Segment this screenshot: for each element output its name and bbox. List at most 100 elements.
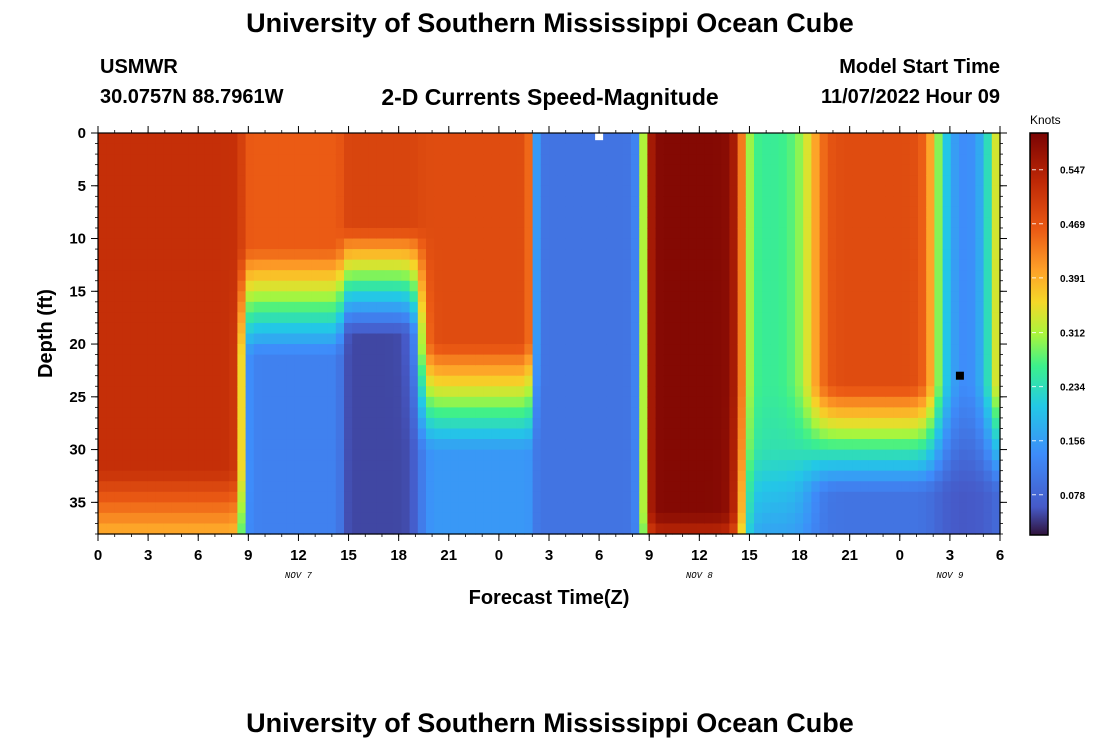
heatmap-cell [532,428,542,440]
heatmap-cell [180,470,189,482]
heatmap-cell [729,270,739,282]
heatmap-cell [352,439,361,451]
heatmap-cell [352,312,361,324]
heatmap-cell [860,312,870,324]
heatmap-cell [188,417,197,430]
heatmap-cell [475,154,484,166]
heatmap-cell [294,502,304,514]
heatmap-cell [196,133,206,145]
heatmap-cell [319,375,329,387]
heatmap-cell [942,491,952,503]
heatmap-cell [942,259,952,271]
heatmap-cell [696,333,706,345]
heatmap-cell [368,206,378,219]
heatmap-cell [926,428,935,440]
heatmap-cell [335,344,345,356]
heatmap-cell [803,491,812,503]
heatmap-cell [614,249,624,261]
heatmap-cell [426,206,435,219]
colorbar-tick-label: 0.156 [1060,437,1085,448]
heatmap-cell [836,206,845,219]
heatmap-cell [450,470,460,482]
heatmap-cell [434,491,443,503]
heatmap-cell [532,375,542,387]
heatmap-cell [663,227,673,240]
heatmap-cell [385,523,394,535]
heatmap-cell [811,227,821,240]
heatmap-cell [713,386,722,398]
heatmap-cell [565,354,575,366]
heatmap-cell [672,491,681,503]
heatmap-cell [819,227,829,240]
heatmap-cell [606,238,616,250]
heatmap-cell [122,344,132,356]
heatmap-cell [262,291,271,303]
heatmap-cell [360,227,370,240]
heatmap-cell [114,154,124,166]
heatmap-cell [475,344,484,356]
heatmap-cell [811,249,821,261]
heatmap-cell [975,154,985,166]
heatmap-cell [409,259,419,271]
heatmap-cell [721,312,730,324]
heatmap-cell [877,206,886,219]
heatmap-cell [524,502,534,514]
heatmap-cell [286,143,296,155]
heatmap-cell [196,333,206,345]
heatmap-cell [729,280,739,292]
heatmap-cell [409,133,419,145]
heatmap-cell [836,249,845,261]
heatmap-cell [885,259,894,271]
heatmap-cell [754,143,763,155]
heatmap-cell [852,375,862,387]
heatmap-cell [885,133,894,145]
heatmap-cell [704,365,714,377]
heatmap-cell [368,164,378,176]
heatmap-cell [204,396,214,408]
heatmap-cell [458,312,468,324]
heatmap-cell [696,439,706,451]
heatmap-cell [745,386,755,398]
heatmap-cell [795,291,804,303]
heatmap-cell [335,481,345,493]
heatmap-cell [663,449,673,461]
heatmap-cell [524,322,534,335]
heatmap-cell [663,481,673,493]
heatmap-cell [417,238,427,250]
heatmap-cell [253,460,263,472]
heatmap-cell [352,133,361,145]
heatmap-cell [885,449,894,461]
heatmap-cell [655,523,665,535]
heatmap-cell [967,238,976,250]
heatmap-cell [426,301,435,313]
heatmap-cell [885,460,894,472]
heatmap-cell [475,301,484,313]
heatmap-cell [762,428,771,440]
heatmap-cell [844,164,853,176]
heatmap-cell [319,417,329,430]
heatmap-cell [786,154,796,166]
heatmap-cell [458,291,468,303]
heatmap-cell [631,449,640,461]
heatmap-cell [655,270,665,282]
heatmap-cell [286,428,296,440]
heatmap-cell [713,280,722,292]
heatmap-cell [467,217,476,229]
heatmap-cell [253,396,263,408]
heatmap-cell [327,417,337,430]
heatmap-cell [352,270,361,282]
heatmap-cell [344,396,353,408]
heatmap-cell [147,407,156,419]
heatmap-cell [360,428,370,440]
heatmap-cell [795,270,804,282]
heatmap-cell [311,354,320,366]
heatmap-cell [204,375,214,387]
heatmap-cell [499,227,509,240]
heatmap-cell [836,396,845,408]
heatmap-cell [893,396,903,408]
heatmap-cell [827,259,837,271]
heatmap-cell [106,259,115,271]
heatmap-cell [778,206,788,219]
heatmap-cell [237,270,247,282]
heatmap-cell [270,249,279,261]
